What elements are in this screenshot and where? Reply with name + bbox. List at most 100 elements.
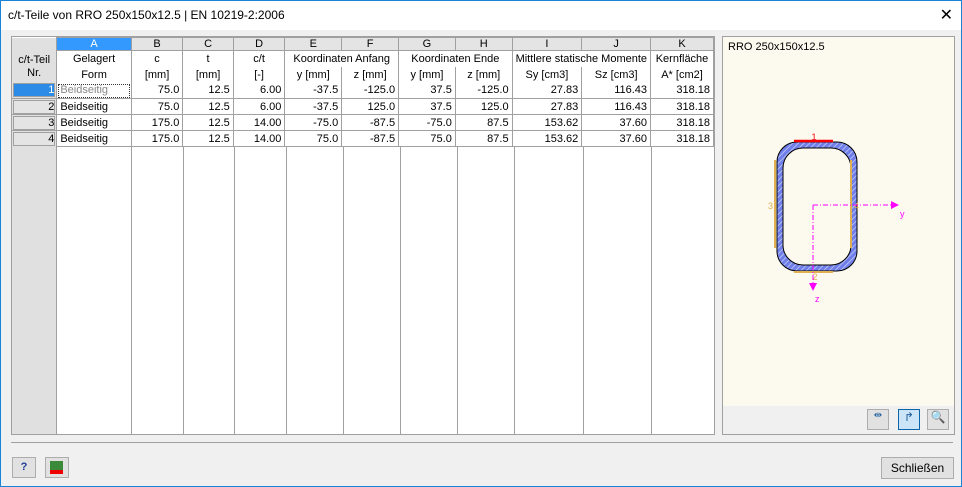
table-cell[interactable]: Beidseitig [56,114,132,131]
preview-toolbar: ⇹ ↱ 🔍 [723,406,954,434]
y-label: y [900,209,905,219]
table-cell[interactable]: 318.18 [650,114,714,131]
label-4: 4 [854,201,859,211]
row-number[interactable]: 2 [13,99,56,114]
table-cell[interactable]: -87.5 [341,114,400,131]
help-button[interactable]: ? [12,457,36,478]
table-cell[interactable]: 75.0 [284,130,343,147]
table-cell[interactable]: 75.0 [398,130,456,147]
axes-button[interactable]: ↱ [898,409,920,430]
row-header-title: c/t-Teil [18,53,51,66]
column-header-h[interactable]: H [454,37,513,51]
table-cell[interactable]: 153.62 [512,114,583,131]
table-cell[interactable]: 12.5 [182,82,234,99]
table-cell[interactable]: 318.18 [650,98,714,115]
column-header-a[interactable]: A [56,37,132,51]
table-cell[interactable]: 75.0 [131,82,184,99]
table-cell[interactable]: 175.0 [131,114,184,131]
column-divider [714,146,715,435]
table-cell[interactable]: -125.0 [341,82,400,99]
header-unit: [-] [233,66,286,83]
header-group: t [182,50,234,67]
column-header-d[interactable]: D [232,37,286,51]
axes-icon: ↱ [903,410,915,424]
help-icon: ? [20,461,28,473]
table-cell[interactable]: 125.0 [341,98,400,115]
column-header-i[interactable]: I [511,37,583,51]
table-row[interactable]: 2 Beidseitig 75.0 12.5 6.00 -37.5 125.0 37.5 125… [12,98,714,115]
column-header-c[interactable]: C [182,37,234,51]
title-bar: c/t-Teile von RRO 250x150x12.5 | EN 1021… [1,1,961,30]
table-cell[interactable]: 37.60 [581,130,652,147]
table-cell[interactable]: 87.5 [455,114,513,131]
table-cell[interactable]: -87.5 [341,130,400,147]
table-cell[interactable]: -75.0 [398,114,456,131]
column-header-b[interactable]: B [130,37,184,51]
table-cell[interactable]: 12.5 [182,98,234,115]
table-cell[interactable]: 116.43 [581,98,652,115]
table-cell[interactable]: 37.60 [581,114,652,131]
header-unit: z [mm] [455,66,513,83]
table-cell[interactable]: Beidseitig [56,82,132,99]
column-header-g[interactable]: G [398,37,456,51]
table-cell[interactable]: Beidseitig [56,98,132,115]
export-excel-button[interactable] [45,457,69,478]
table-cell[interactable]: 14.00 [233,114,286,131]
table-cell[interactable]: 12.5 [182,130,234,147]
section-shape [776,141,858,272]
table-cell[interactable]: Beidseitig [56,130,132,147]
header-unit: y [mm] [398,66,456,83]
header-unit: [mm] [131,66,184,83]
zoom-reset-button[interactable]: 🔍 [927,409,949,430]
table-cell[interactable]: 6.00 [233,82,286,99]
row-number[interactable]: 4 [13,131,56,146]
table-cell[interactable]: 14.00 [233,130,286,147]
table-cell[interactable]: -37.5 [284,98,343,115]
header-unit: [mm] [182,66,234,83]
table-cell[interactable]: 37.5 [398,82,456,99]
header-unit: Sz [cm3] [581,66,652,83]
table-cell[interactable]: 318.18 [650,82,714,99]
table-cell[interactable]: -37.5 [284,82,343,99]
table-cell[interactable]: 125.0 [455,98,513,115]
table-cell[interactable]: -125.0 [455,82,513,99]
table-cell[interactable]: 6.00 [233,98,286,115]
table-row[interactable]: 4 Beidseitig 175.0 12.5 14.00 75.0 -87.5 75.0 87… [12,130,714,147]
table-cell[interactable]: 37.5 [398,98,456,115]
table-cell[interactable]: 175.0 [131,130,184,147]
column-header-j[interactable]: J [581,37,652,51]
header-unit: A* [cm2] [650,66,714,83]
table-cell[interactable]: 116.43 [581,82,652,99]
row-number[interactable]: 1 [13,83,56,98]
y-arrow [891,201,899,209]
z-arrow [809,283,817,291]
column-divider [286,146,287,434]
table-row[interactable]: 3 Beidseitig 175.0 12.5 14.00 -75.0 -87.5 -75.0… [12,114,714,131]
table-cell[interactable]: 27.83 [512,82,583,99]
table-cell[interactable]: 87.5 [455,130,513,147]
column-divider [514,146,515,434]
close-button[interactable]: Schließen [881,457,954,479]
table-row[interactable]: 1 Beidseitig 75.0 12.5 6.00 -37.5 -125.0 37.5 -1… [12,82,714,99]
section-preview: RRO 250x150x12.5 1 2 3 4 y z ⇹ ↱ 🔍 [722,36,955,435]
label-2: 2 [812,272,817,282]
column-header-k[interactable]: K [650,37,714,51]
column-header-e[interactable]: E [284,37,343,51]
header-unit: y [mm] [284,66,343,83]
cross-section-graphic: 1 2 3 4 y z [768,132,905,304]
table-cell[interactable]: 75.0 [131,98,184,115]
column-header-f[interactable]: F [341,37,400,51]
table-cell[interactable]: 318.18 [650,130,714,147]
table-cell[interactable]: -75.0 [284,114,343,131]
header-group: Koordinaten Anfang [284,50,400,67]
ct-parts-table: c/t-Teil Nr. A B C D E F G H I J K Gelagert c t c/t Koor… [11,36,715,435]
close-icon[interactable]: ✕ [939,7,953,24]
table-cell[interactable]: 12.5 [182,114,234,131]
label-3: 3 [768,201,773,211]
header-unit: Sy [cm3] [512,66,583,83]
row-number[interactable]: 3 [13,115,56,130]
table-cell[interactable]: 153.62 [512,130,583,147]
table-cell[interactable]: 27.83 [512,98,583,115]
dimension-x-button[interactable]: ⇹ [867,409,889,430]
z-label: z [815,294,820,304]
